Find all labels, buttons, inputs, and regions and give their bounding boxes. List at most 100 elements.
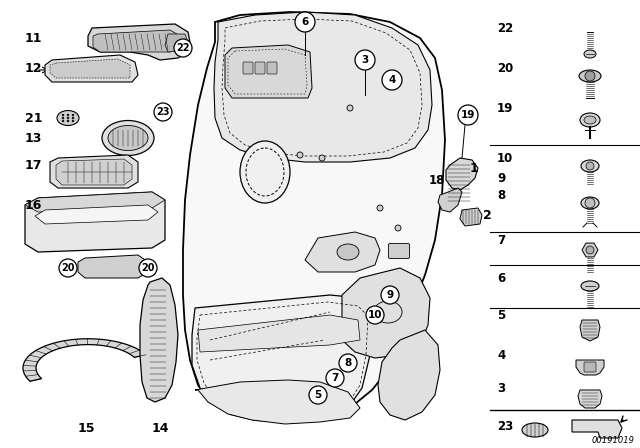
Circle shape: [174, 39, 192, 57]
Circle shape: [139, 259, 157, 277]
Circle shape: [355, 50, 375, 70]
Text: 23: 23: [156, 107, 170, 117]
Polygon shape: [578, 390, 602, 408]
Text: 1: 1: [470, 161, 479, 175]
Ellipse shape: [102, 121, 154, 155]
Circle shape: [347, 105, 353, 111]
Text: 20: 20: [61, 263, 75, 273]
Polygon shape: [183, 12, 445, 422]
Text: 3: 3: [362, 55, 369, 65]
Polygon shape: [305, 232, 380, 272]
Text: 23: 23: [497, 419, 513, 432]
Polygon shape: [140, 278, 178, 402]
Circle shape: [326, 369, 344, 387]
Polygon shape: [195, 380, 360, 424]
Ellipse shape: [584, 116, 596, 124]
FancyBboxPatch shape: [267, 62, 277, 74]
Polygon shape: [78, 255, 148, 278]
Text: 5: 5: [314, 390, 322, 400]
Text: 21: 21: [25, 112, 42, 125]
Ellipse shape: [337, 244, 359, 260]
Polygon shape: [56, 159, 132, 185]
Circle shape: [295, 12, 315, 32]
Polygon shape: [214, 12, 432, 162]
Circle shape: [154, 103, 172, 121]
Ellipse shape: [581, 160, 599, 172]
Circle shape: [458, 105, 478, 125]
Polygon shape: [25, 192, 165, 252]
Polygon shape: [88, 24, 190, 60]
Ellipse shape: [581, 281, 599, 291]
Text: 19: 19: [497, 102, 513, 115]
Polygon shape: [580, 320, 600, 341]
Ellipse shape: [580, 113, 600, 127]
Text: 8: 8: [344, 358, 351, 368]
Ellipse shape: [240, 141, 290, 203]
Circle shape: [62, 117, 64, 119]
Polygon shape: [576, 360, 604, 375]
FancyBboxPatch shape: [243, 62, 253, 74]
Text: 10: 10: [368, 310, 382, 320]
Circle shape: [62, 114, 64, 116]
Circle shape: [72, 114, 74, 116]
Circle shape: [72, 120, 74, 122]
Circle shape: [297, 152, 303, 158]
Polygon shape: [192, 295, 372, 422]
Text: 16: 16: [25, 198, 42, 211]
Circle shape: [382, 70, 402, 90]
Text: 00191019: 00191019: [592, 436, 635, 445]
Text: 11: 11: [25, 31, 42, 44]
Polygon shape: [25, 192, 165, 212]
Text: 20: 20: [497, 61, 513, 74]
Text: 17: 17: [25, 159, 42, 172]
Text: 14: 14: [152, 422, 170, 435]
FancyBboxPatch shape: [388, 244, 410, 258]
Text: 22: 22: [176, 43, 189, 53]
Polygon shape: [50, 155, 138, 188]
Ellipse shape: [57, 111, 79, 125]
Polygon shape: [93, 30, 182, 52]
Text: 9: 9: [497, 172, 505, 185]
Polygon shape: [582, 243, 598, 257]
Circle shape: [67, 120, 69, 122]
Circle shape: [62, 120, 64, 122]
Circle shape: [381, 286, 399, 304]
Text: 8: 8: [497, 189, 505, 202]
Text: 20: 20: [141, 263, 155, 273]
Text: 13: 13: [25, 132, 42, 145]
Text: 9: 9: [387, 290, 394, 300]
Circle shape: [586, 162, 594, 170]
Polygon shape: [45, 55, 138, 82]
Circle shape: [366, 306, 384, 324]
Ellipse shape: [522, 423, 548, 437]
FancyBboxPatch shape: [255, 62, 265, 74]
Polygon shape: [35, 205, 158, 224]
Polygon shape: [572, 420, 622, 438]
Circle shape: [585, 71, 595, 81]
Text: 22: 22: [497, 22, 513, 34]
Circle shape: [585, 198, 595, 208]
FancyBboxPatch shape: [584, 362, 596, 372]
Polygon shape: [438, 188, 462, 212]
Polygon shape: [198, 315, 360, 352]
Circle shape: [395, 225, 401, 231]
Text: 18: 18: [429, 173, 445, 186]
Text: 6: 6: [301, 17, 308, 27]
Text: 12: 12: [25, 61, 42, 74]
Circle shape: [319, 155, 325, 161]
Circle shape: [72, 117, 74, 119]
Text: 7: 7: [497, 233, 505, 246]
Polygon shape: [460, 208, 482, 226]
Polygon shape: [446, 158, 478, 190]
Polygon shape: [23, 339, 146, 381]
Polygon shape: [165, 34, 188, 52]
Ellipse shape: [581, 197, 599, 209]
Ellipse shape: [108, 125, 148, 151]
Text: 19: 19: [461, 110, 475, 120]
Circle shape: [67, 117, 69, 119]
Text: 2: 2: [483, 208, 492, 221]
Polygon shape: [342, 268, 430, 358]
Circle shape: [59, 259, 77, 277]
Text: 15: 15: [78, 422, 95, 435]
Circle shape: [309, 386, 327, 404]
